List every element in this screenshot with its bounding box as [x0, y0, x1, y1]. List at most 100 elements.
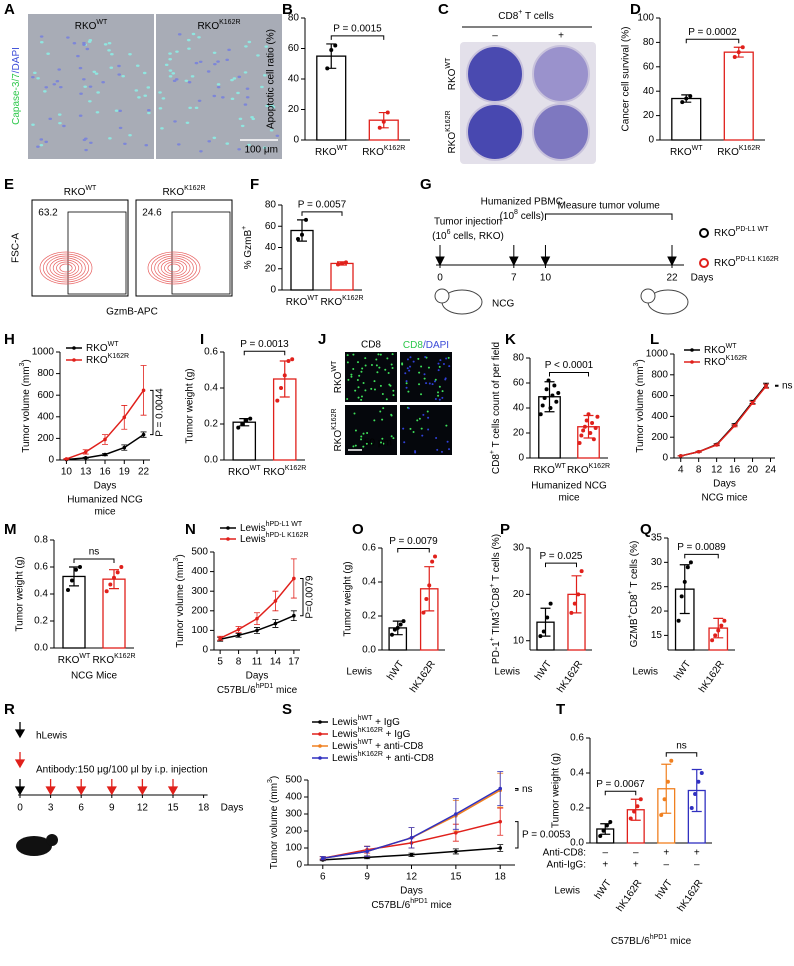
data-point [381, 119, 386, 124]
counterstain: /DAPI [11, 47, 22, 73]
marker [103, 437, 107, 442]
category-label: hK162R [555, 659, 585, 695]
cell [412, 431, 415, 434]
y-axis-label: FSC-A [11, 233, 22, 263]
y-tick-label: 60 [643, 61, 655, 72]
cell [194, 61, 199, 65]
cell [173, 120, 177, 123]
cell [346, 354, 349, 357]
text-part: RKO [263, 467, 285, 478]
cell [445, 357, 448, 360]
marker [255, 628, 259, 633]
cell [427, 428, 430, 431]
p-value: P = 0.0067 [596, 779, 645, 790]
error-bar [713, 617, 724, 639]
text-part: Tumor volume (mm [269, 783, 280, 869]
image-title: RKOK162R [162, 185, 205, 197]
y-tick-label: 35 [651, 533, 663, 544]
data-point [601, 828, 606, 833]
cell [147, 109, 151, 112]
data-point [552, 383, 557, 388]
x-axis-label: Days [94, 481, 117, 492]
row-label: RKOK162R [445, 110, 457, 153]
p-value: ns [782, 380, 793, 391]
text-part: cells, RKO) [451, 231, 504, 242]
day-label: 7 [511, 273, 517, 284]
legend-label: LewishWT + anti-CD8 [332, 739, 424, 751]
cell [158, 91, 162, 94]
day-label: 12 [137, 803, 149, 814]
cell [118, 126, 123, 130]
cell [185, 121, 190, 124]
text-part: T cells (%) [491, 534, 502, 584]
y-tick-label: 0.2 [570, 803, 584, 814]
data-point [538, 634, 543, 639]
y-tick-label: 0.2 [362, 611, 376, 622]
model-label: NCG [492, 299, 514, 310]
cell [85, 47, 90, 51]
subtitle: C57BL/6hPD1 mice [217, 683, 298, 695]
text-part: RKO [286, 297, 308, 308]
superscript: + [627, 614, 634, 618]
superscript: WT [85, 185, 97, 192]
y-tick-label: 30 [513, 543, 525, 554]
cell [237, 148, 241, 151]
cell [134, 89, 139, 92]
cell [404, 372, 407, 375]
cell [82, 78, 86, 81]
y-tick-label: 0.6 [570, 733, 584, 744]
text-part: CD8 [629, 594, 640, 614]
panel-label: S [282, 701, 292, 718]
data-point [556, 391, 561, 395]
arrow [14, 722, 26, 739]
text-part: C57BL/6 [371, 900, 410, 911]
text-part: % GzmB [243, 229, 254, 269]
data-point [628, 816, 633, 821]
text-part: RKO [714, 228, 736, 239]
cell [373, 380, 376, 383]
cells-label: hLewis [36, 731, 67, 742]
marker [255, 616, 259, 621]
row-label: RKOWT [445, 57, 457, 90]
cell [174, 78, 179, 81]
cell [216, 85, 221, 89]
x-tick-label: 12 [711, 465, 723, 476]
legend-marker [690, 360, 694, 364]
superscript: + [489, 608, 496, 612]
y-tick-label: 400 [191, 566, 208, 577]
sign: – [602, 848, 608, 859]
cell [212, 94, 217, 98]
subtitle: C57BL/6hPD1 mice [371, 898, 452, 910]
y-tick-label: 0.4 [362, 577, 376, 588]
cell [444, 378, 447, 381]
cell [417, 357, 420, 360]
cell [387, 372, 390, 375]
flow-plot [31, 199, 129, 297]
category-label: RKOWT [286, 295, 319, 307]
y-tick-label: 1000 [32, 347, 55, 358]
legend-label: LewishK162R + anti-CD8 [332, 751, 434, 763]
category-label: RKOK162R [263, 465, 306, 477]
y-tick-label: 20 [288, 104, 300, 115]
cell [260, 85, 264, 89]
cell [437, 369, 440, 372]
cell [382, 442, 385, 445]
image-title: RKOWT [64, 185, 97, 197]
data-point [713, 633, 718, 638]
cell [436, 448, 439, 451]
data-point [244, 418, 249, 423]
cell [31, 75, 35, 79]
day-label: 22 [666, 273, 678, 284]
superscript: K162R [285, 465, 306, 472]
cell [346, 361, 349, 364]
cell [107, 41, 112, 45]
flow-plot [135, 199, 233, 297]
marker [764, 384, 768, 389]
superscript: K162R [219, 19, 240, 26]
sign: – [663, 860, 669, 871]
y-tick-label: 600 [651, 390, 668, 401]
data-point [659, 813, 664, 817]
y-tick-label: 80 [265, 200, 277, 211]
subtitle: NCG mice [701, 493, 748, 504]
y-tick-label: 20 [513, 428, 525, 439]
